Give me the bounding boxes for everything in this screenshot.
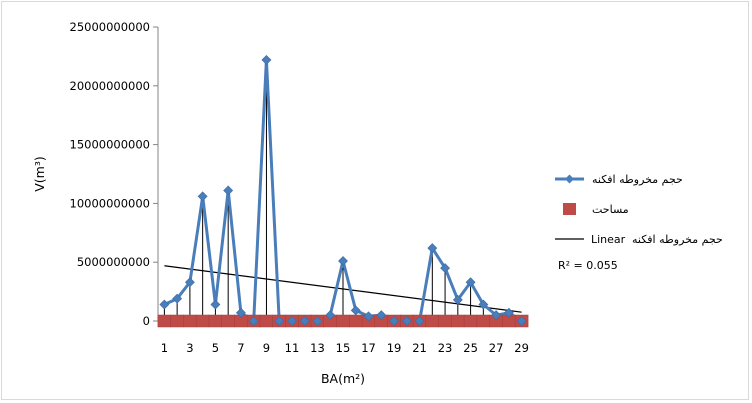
point-volume [172,293,183,304]
x-tick-label: 5 [212,341,219,355]
x-tick-label: 27 [489,341,504,355]
legend-swatch-area [563,203,576,215]
x-tick-label: 21 [412,341,427,355]
point-volume [491,310,502,321]
x-tick-label: 17 [361,341,376,355]
legend-swatch-marker-volume [565,174,574,184]
x-tick-label: 23 [438,341,453,355]
x-axis-title: BA(m²) [321,371,365,386]
point-area [183,314,197,328]
point-volume [440,263,450,274]
point-volume [248,316,259,326]
point-volume [516,316,527,326]
legend-label-trendline-name: حجم مخروطه افکنه [632,233,723,246]
point-volume [184,277,195,288]
legend-label-area: مساحت [592,203,629,216]
r-squared-label: R² = 0.055 [558,259,618,272]
y-tick-label: 10000000000 [70,196,150,210]
legend-label-volume: حجم مخروطه افکنه [592,173,683,186]
y-axis-title: V(m³) [32,156,47,192]
point-volume [287,316,297,326]
point-volume [478,299,489,310]
point-volume [414,316,425,326]
point-area [259,314,274,328]
point-area [336,314,350,328]
point-volume [197,191,208,202]
point-volume [503,307,514,318]
y-tick-label: 20000000000 [70,79,150,93]
point-volume [159,299,170,310]
point-area [349,314,363,328]
point-volume [325,310,336,321]
point-area [170,314,184,328]
legend-label-trendline-type: Linear [591,233,626,246]
x-tick-label: 9 [263,341,270,355]
y-tick-label: 15000000000 [70,138,150,152]
x-tick-label: 19 [387,341,402,355]
point-volume [223,185,234,196]
point-volume [210,299,221,310]
trendline [164,265,522,313]
point-volume [427,243,438,254]
point-volume [401,316,412,326]
x-tick-label: 7 [237,341,244,355]
point-volume [376,310,387,321]
y-tick-label: 5000000000 [77,255,150,269]
point-volume [389,316,399,326]
point-area [208,314,223,328]
x-tick-label: 1 [161,341,168,355]
point-volume [350,305,361,316]
x-tick-label: 29 [514,341,529,355]
point-volume [452,294,463,305]
x-tick-label: 13 [310,341,325,355]
point-area [221,314,235,328]
x-tick-label: 11 [285,341,300,355]
x-tick-label: 25 [463,341,478,355]
point-area [463,314,478,328]
point-volume [274,316,285,326]
point-volume [338,256,348,266]
x-tick-label: 3 [186,341,193,355]
point-area [476,314,491,328]
point-volume [236,307,246,318]
point-volume [465,277,476,288]
point-area [195,314,210,328]
point-area [451,314,465,328]
point-volume [363,311,374,322]
point-volume [261,55,272,65]
point-area [438,314,452,328]
x-tick-label: 15 [336,341,351,355]
point-volume [312,316,323,326]
y-tick-label: 25000000000 [70,20,150,34]
y-tick-label: 0 [143,314,150,328]
point-area [157,314,172,328]
point-area [425,314,440,328]
point-volume [299,316,310,326]
